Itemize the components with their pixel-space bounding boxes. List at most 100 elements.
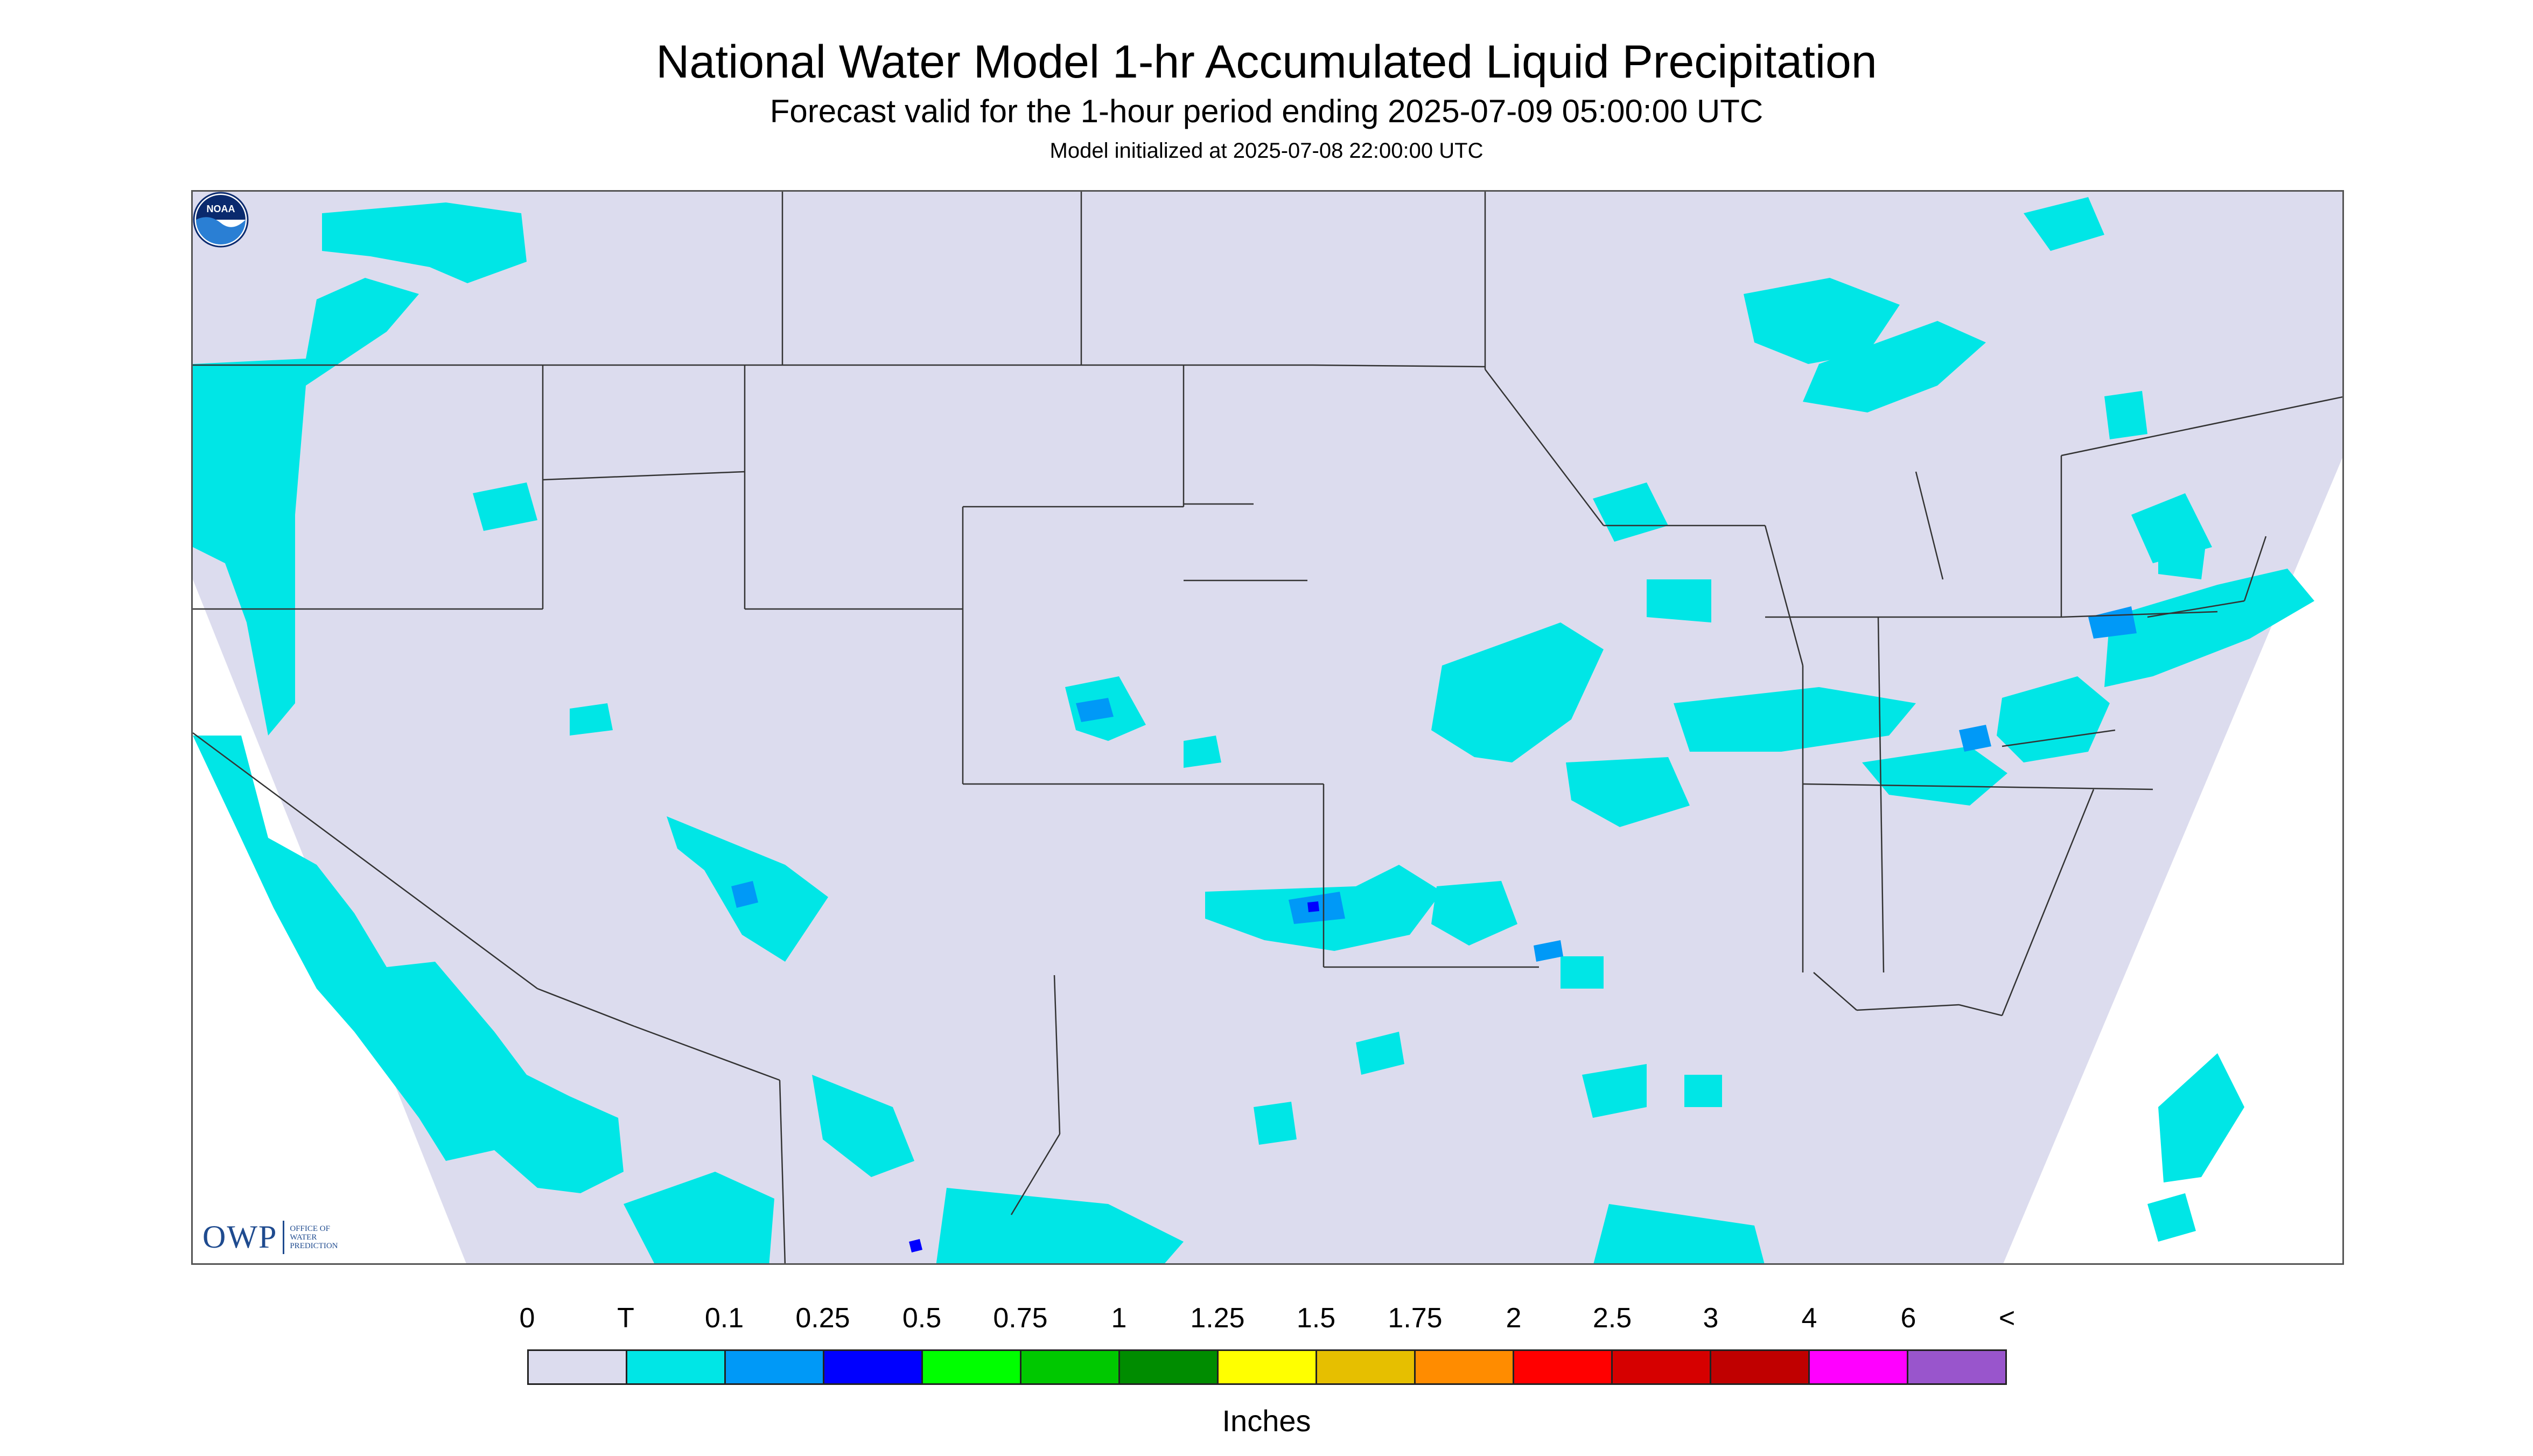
border-line <box>537 988 635 1027</box>
precip-area <box>1862 746 2007 806</box>
legend-swatch <box>1711 1351 1810 1383</box>
border-line <box>1764 525 1804 666</box>
legend-swatch <box>1120 1351 1219 1383</box>
legend-label: < <box>1998 1303 2016 1334</box>
precip-area <box>1566 757 1690 827</box>
border-line <box>1856 1004 1960 1011</box>
legend-swatch <box>1514 1351 1613 1383</box>
precip-area <box>1647 579 1711 622</box>
precip-area <box>1534 940 1563 962</box>
legend-label: 1.75 <box>1388 1303 1443 1334</box>
legend-swatch <box>1021 1351 1120 1383</box>
precip-area <box>1561 956 1604 989</box>
border-line <box>1958 1004 2003 1017</box>
border-line <box>2002 729 2116 747</box>
precip-area <box>1356 1032 1404 1075</box>
border-line <box>1010 1133 1061 1215</box>
precip-area <box>473 482 537 531</box>
precip-area <box>1997 676 2110 762</box>
legend-swatch <box>923 1351 1021 1383</box>
precip-area <box>1959 725 1991 752</box>
legend-label: 1.5 <box>1296 1303 1336 1334</box>
precip-area <box>322 202 527 283</box>
precip-area <box>193 278 419 736</box>
precip-area <box>1076 698 1114 722</box>
model-domain <box>193 192 2342 1263</box>
legend-label: 0 <box>519 1303 535 1334</box>
border-line <box>1877 617 1885 973</box>
precip-area <box>1254 1102 1297 1145</box>
legend-swatch <box>1613 1351 1711 1383</box>
border-line <box>193 732 538 990</box>
legend-label: 2 <box>1506 1303 1522 1334</box>
precip-area <box>1184 736 1221 768</box>
border-line <box>1485 369 1604 526</box>
precip-area <box>731 881 758 908</box>
border-line <box>1813 972 1857 1011</box>
precip-area <box>1582 1064 1647 1118</box>
precip-area <box>2104 569 2314 687</box>
border-line <box>2147 600 2245 618</box>
legend-label: 4 <box>1801 1303 1817 1334</box>
legend-label: 2.5 <box>1592 1303 1632 1334</box>
owp-logo: OWP OFFICE OF WATER PREDICTION <box>202 1219 354 1256</box>
legend-label: 6 <box>1900 1303 1916 1334</box>
precip-area <box>909 1239 922 1252</box>
border-line <box>2061 396 2342 457</box>
owp-logo-divider <box>283 1220 285 1254</box>
map-canvas <box>193 192 2342 1263</box>
precip-area <box>812 1075 914 1177</box>
precip-area <box>1593 482 1668 542</box>
border-line <box>779 1080 786 1263</box>
owp-logo-line: OFFICE OF <box>290 1224 330 1233</box>
precip-area <box>936 1188 1184 1263</box>
precip-area <box>1431 622 1604 762</box>
precip-area <box>2024 197 2104 251</box>
border-line <box>542 471 745 481</box>
map-title: National Water Model 1-hr Accumulated Li… <box>656 36 1877 88</box>
legend-label: T <box>617 1303 634 1334</box>
border-line <box>2061 611 2218 618</box>
legend-label: 1.25 <box>1190 1303 1245 1334</box>
legend-label: 0.5 <box>902 1303 942 1334</box>
precip-area <box>1674 687 1916 752</box>
noaa-logo-icon: NOAA <box>193 192 249 248</box>
precip-area <box>193 736 624 1193</box>
precip-area <box>2147 1193 2196 1242</box>
legend-swatch <box>1810 1351 1908 1383</box>
precip-area <box>1307 901 1319 912</box>
owp-logo-line: PREDICTION <box>290 1241 338 1250</box>
legend-label: 0.75 <box>993 1303 1048 1334</box>
legend-swatch <box>1416 1351 1514 1383</box>
precipitation-map: OWP OFFICE OF WATER PREDICTION NOAA <box>191 190 2344 1265</box>
precip-area <box>1684 1075 1722 1107</box>
legend-swatch <box>1219 1351 1317 1383</box>
state-borders <box>193 192 2342 1263</box>
border-line <box>1053 975 1061 1135</box>
owp-logo-mark: OWP <box>202 1219 278 1255</box>
precip-area <box>1744 278 1900 364</box>
legend-label: 1 <box>1111 1303 1127 1334</box>
border-line <box>1312 364 1486 368</box>
legend-swatch <box>1908 1351 2005 1383</box>
precip-area <box>2104 391 2147 439</box>
precip-area <box>2158 536 2207 579</box>
border-line <box>1802 783 2153 790</box>
legend-units: Inches <box>1222 1404 1311 1438</box>
precip-area <box>624 1172 774 1263</box>
precip-area <box>1803 321 1986 412</box>
legend-label: 3 <box>1703 1303 1719 1334</box>
precipitation-areas <box>193 197 2314 1263</box>
border-line <box>1915 471 1944 580</box>
legend-swatch <box>726 1351 824 1383</box>
map-subtitle: Forecast valid for the 1-hour period end… <box>769 93 1764 129</box>
owp-logo-line: WATER <box>290 1233 317 1242</box>
legend-swatch <box>529 1351 627 1383</box>
precip-area <box>570 703 613 736</box>
owp-logo-text: OFFICE OF WATER PREDICTION <box>290 1224 354 1250</box>
color-legend <box>527 1349 2007 1385</box>
border-line <box>634 1025 780 1081</box>
legend-swatch <box>627 1351 726 1383</box>
border-line <box>2001 789 2095 1016</box>
precip-area <box>1431 881 1517 946</box>
